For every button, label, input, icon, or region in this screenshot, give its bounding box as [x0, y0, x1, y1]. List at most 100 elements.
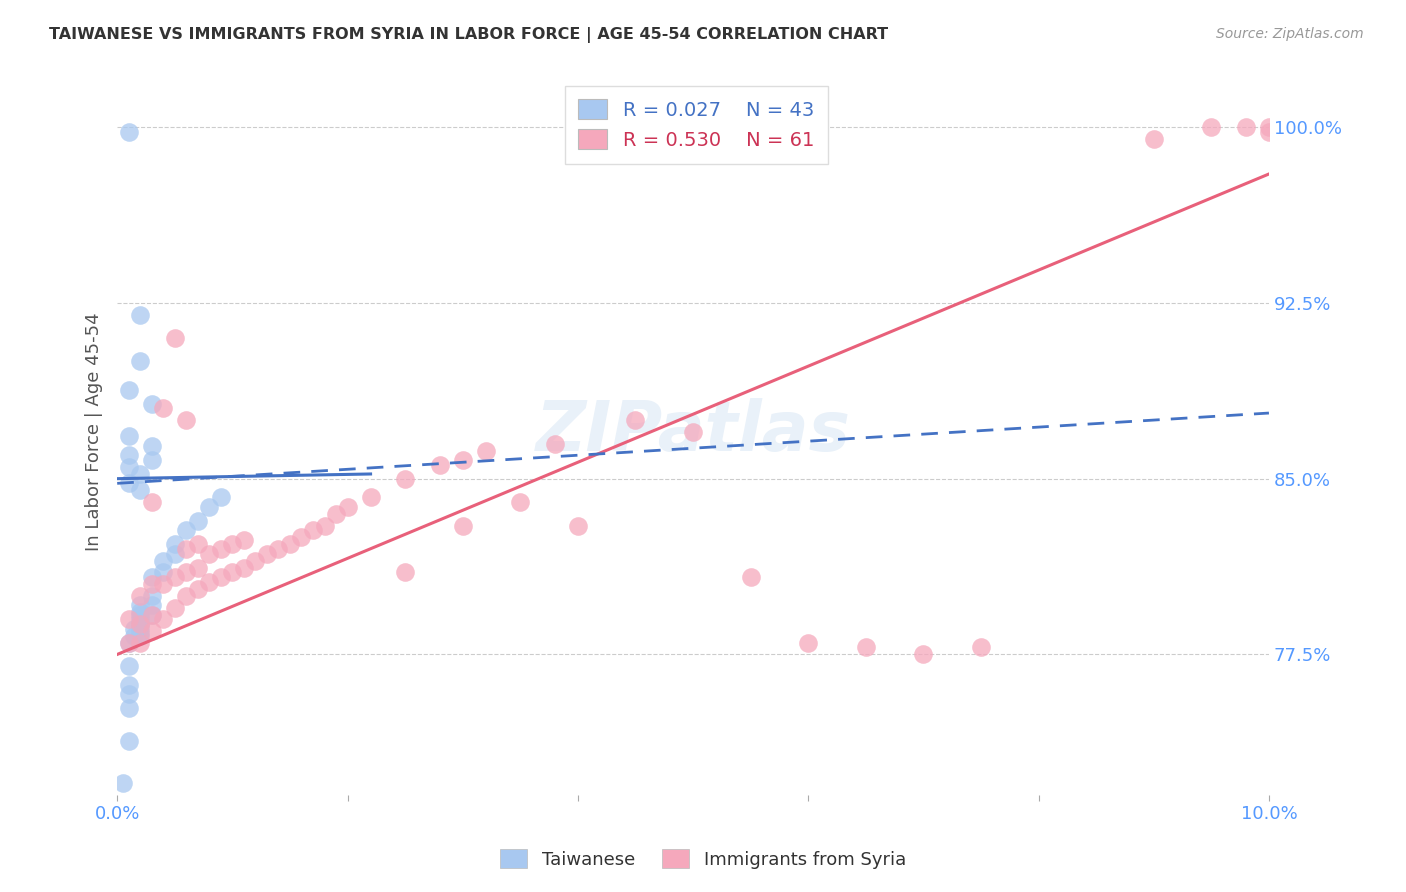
Point [567, 518, 589, 533]
Point [129, 589, 152, 603]
Point [129, 605, 152, 619]
Point [174, 566, 197, 580]
Point [124, 629, 146, 643]
Point [129, 629, 152, 643]
Point [187, 514, 209, 528]
Point [163, 331, 186, 345]
Point [1258, 125, 1281, 139]
Point [174, 541, 197, 556]
Point [141, 570, 163, 584]
Point [1258, 120, 1281, 135]
Point [129, 617, 152, 632]
Point [152, 577, 174, 591]
Point [1143, 132, 1166, 146]
Point [245, 554, 267, 568]
Point [129, 636, 152, 650]
Point [474, 443, 496, 458]
Point [118, 678, 141, 692]
Point [451, 453, 474, 467]
Point [118, 429, 141, 443]
Point [198, 500, 221, 514]
Legend: Taiwanese, Immigrants from Syria: Taiwanese, Immigrants from Syria [494, 842, 912, 876]
Text: Source: ZipAtlas.com: Source: ZipAtlas.com [1216, 27, 1364, 41]
Point [141, 607, 163, 622]
Point [152, 566, 174, 580]
Point [118, 448, 141, 462]
Point [141, 453, 163, 467]
Legend: R = 0.027    N = 43, R = 0.530    N = 61: R = 0.027 N = 43, R = 0.530 N = 61 [565, 86, 828, 163]
Point [970, 640, 993, 655]
Point [129, 308, 152, 322]
Point [118, 701, 141, 715]
Point [141, 607, 163, 622]
Point [152, 612, 174, 626]
Point [118, 734, 141, 748]
Point [174, 523, 197, 537]
Point [163, 600, 186, 615]
Point [256, 547, 278, 561]
Point [141, 495, 163, 509]
Point [163, 537, 186, 551]
Point [912, 648, 935, 662]
Point [451, 518, 474, 533]
Point [855, 640, 877, 655]
Point [152, 554, 174, 568]
Point [221, 537, 243, 551]
Point [198, 574, 221, 589]
Point [118, 125, 141, 139]
Point [624, 413, 647, 427]
Point [187, 582, 209, 596]
Point [118, 383, 141, 397]
Point [118, 459, 141, 474]
Point [129, 622, 152, 636]
Point [129, 617, 152, 632]
Point [118, 659, 141, 673]
Point [509, 495, 531, 509]
Point [232, 560, 254, 574]
Point [187, 560, 209, 574]
Point [118, 476, 141, 491]
Point [209, 541, 232, 556]
Point [394, 566, 416, 580]
Point [336, 500, 359, 514]
Point [290, 530, 312, 544]
Point [141, 589, 163, 603]
Point [394, 472, 416, 486]
Point [198, 547, 221, 561]
Point [267, 541, 290, 556]
Point [163, 547, 186, 561]
Point [118, 636, 141, 650]
Point [129, 612, 152, 626]
Point [129, 467, 152, 481]
Point [118, 612, 141, 626]
Point [129, 617, 152, 632]
Text: TAIWANESE VS IMMIGRANTS FROM SYRIA IN LABOR FORCE | AGE 45-54 CORRELATION CHART: TAIWANESE VS IMMIGRANTS FROM SYRIA IN LA… [49, 27, 889, 43]
Point [118, 687, 141, 701]
Point [682, 425, 704, 439]
Point [209, 491, 232, 505]
Point [129, 483, 152, 498]
Point [314, 518, 336, 533]
Point [740, 570, 762, 584]
Point [124, 622, 146, 636]
Point [141, 599, 163, 613]
Point [141, 624, 163, 638]
Point [129, 626, 152, 640]
Point [141, 577, 163, 591]
Point [544, 436, 567, 450]
Point [797, 636, 820, 650]
Point [111, 776, 134, 790]
Point [141, 397, 163, 411]
Y-axis label: In Labor Force | Age 45-54: In Labor Force | Age 45-54 [86, 312, 103, 551]
Point [118, 636, 141, 650]
Point [325, 507, 347, 521]
Point [129, 599, 152, 613]
Point [209, 570, 232, 584]
Point [174, 413, 197, 427]
Point [129, 354, 152, 368]
Point [141, 439, 163, 453]
Point [429, 458, 451, 472]
Point [232, 533, 254, 547]
Point [1234, 120, 1257, 135]
Point [174, 589, 197, 603]
